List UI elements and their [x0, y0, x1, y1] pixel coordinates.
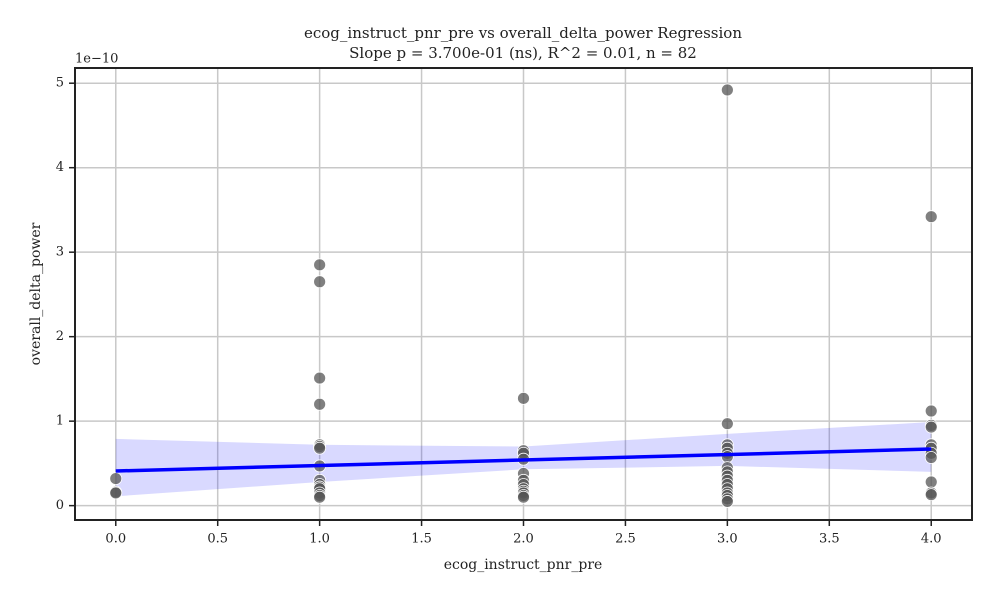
data-point	[924, 404, 938, 418]
data-point	[313, 441, 327, 455]
data-point	[313, 258, 327, 272]
x-tick-label: 2.5	[615, 532, 636, 547]
data-point	[720, 495, 734, 508]
data-point	[313, 371, 327, 385]
data-point	[109, 472, 123, 486]
x-tick-label: 3.5	[819, 532, 840, 547]
data-point	[924, 451, 938, 464]
y-offset-label: 1e−10	[75, 52, 118, 67]
data-point	[313, 397, 327, 411]
x-tick-label: 3.0	[717, 532, 738, 547]
regression-line	[115, 447, 932, 473]
x-tick-label: 0.5	[207, 532, 228, 547]
x-tick-label: 2.0	[513, 532, 534, 547]
data-point	[517, 391, 530, 405]
data-point	[924, 475, 938, 489]
data-point	[924, 210, 938, 224]
x-axis-label: ecog_instruct_pnr_pre	[444, 557, 603, 573]
x-tick-label: 1.0	[309, 532, 330, 547]
grid	[75, 68, 972, 520]
x-tick-label: 1.5	[411, 532, 432, 547]
y-tick-label: 3	[56, 245, 64, 260]
data-point	[313, 275, 327, 289]
y-tick-label: 4	[56, 160, 64, 175]
data-point	[924, 488, 938, 502]
y-axis-label: overall_delta_power	[28, 222, 44, 365]
data-point	[924, 420, 938, 434]
data-point	[720, 417, 734, 431]
x-tick-label: 0.0	[105, 532, 126, 547]
y-tick-label: 1	[56, 414, 64, 429]
data-point	[720, 83, 734, 97]
data-point	[517, 490, 530, 504]
x-tick-label: 4.0	[921, 532, 942, 547]
data-point	[720, 450, 734, 464]
y-tick-label: 5	[56, 76, 64, 91]
chart-title: ecog_instruct_pnr_pre vs overall_delta_p…	[304, 24, 742, 42]
chart-subtitle: Slope p = 3.700e-01 (ns), R^2 = 0.01, n …	[349, 44, 697, 62]
data-point	[109, 486, 123, 500]
y-tick-label: 2	[56, 329, 64, 344]
data-point	[313, 490, 327, 504]
plot-area	[109, 83, 938, 508]
y-tick-label: 0	[56, 498, 64, 513]
